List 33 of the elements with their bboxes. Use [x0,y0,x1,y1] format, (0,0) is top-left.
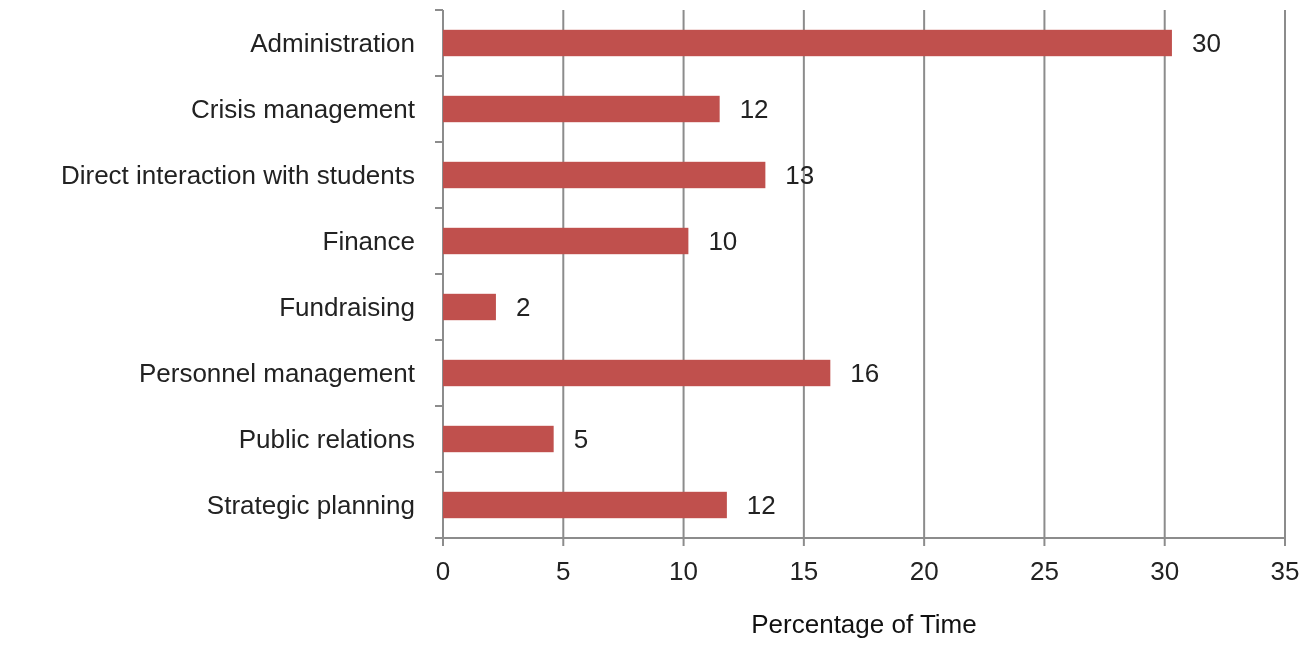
bar [443,29,1172,57]
y-tick-label: Direct interaction with students [60,160,415,191]
y-tick-label: Strategic planning [206,490,415,521]
x-tick-label: 25 [1029,556,1059,586]
bar [443,227,689,255]
x-tick-label: 5 [556,556,571,586]
x-tick-label: 30 [1150,556,1180,586]
y-tick-label: Administration [250,28,415,59]
data-label: 12 [739,94,769,125]
data-label: 16 [850,358,880,389]
bar [443,491,727,519]
data-label: 30 [1191,28,1221,59]
y-tick-label: Fundraising [279,292,415,323]
y-tick-label: Finance [322,226,415,257]
y-tick-label: Crisis management [191,94,416,125]
x-tick-label: 20 [909,556,939,586]
bar [443,95,720,123]
bar [443,161,766,189]
data-label: 12 [746,490,776,521]
y-tick-label: Public relations [238,424,415,455]
bar [443,425,554,453]
x-tick-label: 10 [669,556,699,586]
data-label: 13 [785,160,815,191]
bar [443,359,831,387]
data-label: 2 [515,292,531,323]
x-axis-title: Percentage of Time [751,609,977,639]
y-tick-label: Personnel management [138,358,416,389]
x-tick-label: 15 [789,556,819,586]
x-tick-label: 0 [435,556,451,586]
data-label: 10 [708,226,738,257]
x-tick-label: 35 [1270,556,1300,586]
data-label: 5 [573,424,589,455]
bar [443,293,496,321]
